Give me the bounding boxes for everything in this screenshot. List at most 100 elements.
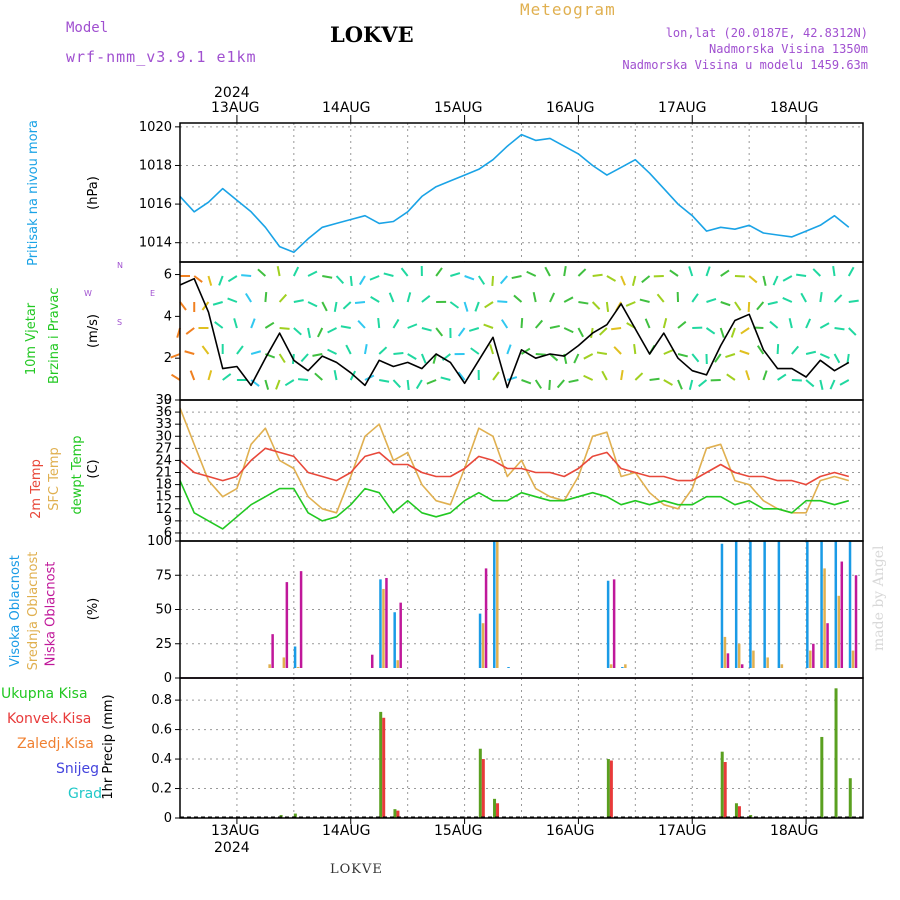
wind-arrow bbox=[275, 379, 281, 390]
wind-arrow bbox=[426, 379, 437, 385]
compass-w: W bbox=[84, 289, 92, 298]
wind-arrow bbox=[474, 301, 480, 312]
elevation-text: Nadmorska Visina 1350m bbox=[709, 42, 868, 56]
wind-arrow bbox=[720, 301, 731, 307]
cloud-low-bar bbox=[299, 571, 303, 668]
wind-arrow bbox=[420, 353, 427, 364]
temp-frame bbox=[179, 399, 864, 542]
temp-ytick-label: 27 bbox=[155, 441, 172, 456]
wind-arrow bbox=[370, 295, 380, 303]
wind-arrow bbox=[788, 318, 793, 329]
cloud-high-bar bbox=[379, 579, 382, 668]
wind-arrow bbox=[406, 379, 410, 391]
wind-arrow bbox=[440, 376, 451, 381]
wind-ytick-label: 4 bbox=[164, 309, 172, 324]
wind-arrow bbox=[819, 291, 823, 303]
cloud-mid-bar bbox=[737, 643, 741, 668]
wind-arrow bbox=[463, 301, 469, 312]
wind-arrow bbox=[342, 301, 352, 310]
precip-conv-bar bbox=[396, 810, 400, 818]
cloud-low-bar bbox=[840, 561, 844, 668]
wind-arrow bbox=[532, 292, 537, 303]
cloud-high-bar bbox=[777, 541, 781, 668]
cloud-low-bar bbox=[370, 654, 374, 668]
wind-arrow bbox=[457, 371, 466, 381]
wind-arrow bbox=[756, 301, 765, 311]
wind-arrow bbox=[184, 350, 195, 355]
pressure-frame bbox=[179, 122, 864, 263]
wind-arrow bbox=[691, 293, 699, 303]
temp-ytick-label: 30 bbox=[155, 429, 172, 444]
precip-total-bar bbox=[606, 759, 610, 818]
wind-arrow bbox=[264, 321, 275, 329]
wind-frame bbox=[179, 261, 864, 401]
wind-arrow bbox=[500, 319, 509, 329]
wind-arrow bbox=[322, 275, 333, 279]
precip-ytick-label: 0 bbox=[164, 811, 172, 826]
wind-arrow bbox=[839, 379, 850, 386]
wind-arrow bbox=[777, 373, 787, 381]
wind-arrow bbox=[212, 301, 223, 306]
wind-arrow bbox=[333, 369, 338, 381]
cloud-low-bar bbox=[484, 568, 488, 668]
cloud-mid-bar bbox=[809, 650, 812, 668]
cloud-mid-bar bbox=[780, 664, 784, 668]
cloud-low-bar bbox=[271, 634, 274, 668]
cloud-high-bar bbox=[763, 541, 766, 668]
cloud-high-bar bbox=[293, 646, 297, 668]
wind-arrow bbox=[756, 345, 765, 355]
cloud-ytick-label: 50 bbox=[155, 603, 172, 618]
legend-frozen: Zaledj.Kisa bbox=[17, 736, 94, 752]
wind-arrow bbox=[170, 373, 181, 381]
wind-arrow bbox=[549, 292, 556, 303]
cloud-mid-bar bbox=[282, 657, 286, 668]
wind-arrow bbox=[521, 379, 532, 385]
wind-arrow bbox=[805, 318, 812, 329]
cloud-mid-bar bbox=[481, 623, 485, 668]
cloud-mid-bar bbox=[624, 664, 627, 668]
wind-arrow bbox=[349, 275, 353, 287]
wind-arrow bbox=[534, 319, 544, 329]
precip-total-bar bbox=[848, 778, 852, 818]
wind-arrow bbox=[762, 275, 767, 286]
wind-arrow bbox=[406, 292, 412, 303]
wind-arrow bbox=[278, 293, 288, 303]
meteogram-title: Meteogram bbox=[520, 0, 616, 19]
temp-ytick-label: 21 bbox=[155, 466, 172, 481]
bottom-day-label: 15AUG bbox=[434, 823, 483, 839]
wind-arrow bbox=[470, 347, 480, 355]
wind-arrow bbox=[241, 274, 252, 277]
wind-arrow bbox=[677, 353, 688, 358]
precip-total-bar bbox=[379, 711, 383, 818]
wind-arrow bbox=[625, 301, 636, 307]
wind-arrow bbox=[782, 297, 793, 303]
temp-ytick-label: 24 bbox=[155, 453, 172, 468]
wind-arrow bbox=[714, 353, 722, 363]
wind-arrow bbox=[449, 301, 460, 309]
wind-arrow bbox=[598, 327, 608, 336]
wind-arrow bbox=[833, 294, 843, 303]
wind-arrow bbox=[549, 324, 560, 329]
wind-arrow bbox=[805, 350, 817, 355]
temp-ytick-label: 6 bbox=[164, 526, 172, 541]
wind-arrow bbox=[377, 317, 381, 329]
wind-arrow bbox=[435, 327, 444, 337]
wind-arrow bbox=[829, 379, 836, 390]
wind-speed-line bbox=[179, 277, 850, 389]
wind-arrow bbox=[772, 275, 779, 286]
cloud-low-bar bbox=[854, 575, 858, 668]
wind-arrow bbox=[812, 268, 822, 277]
wind-arrow bbox=[450, 272, 461, 277]
wind-arrow bbox=[383, 272, 394, 277]
wind-arrow bbox=[848, 327, 857, 336]
wind-arrow bbox=[800, 292, 807, 303]
dewpt-line bbox=[179, 480, 850, 530]
cloud-high-bar bbox=[493, 541, 496, 668]
wind-arrow bbox=[400, 267, 409, 277]
wind-arrow bbox=[688, 266, 694, 277]
legend-hail: Grad bbox=[68, 786, 103, 802]
wind-arrow bbox=[333, 301, 338, 313]
wind-arrow bbox=[421, 327, 432, 332]
wind-arrow bbox=[656, 293, 665, 303]
wind-arrow bbox=[392, 379, 401, 388]
